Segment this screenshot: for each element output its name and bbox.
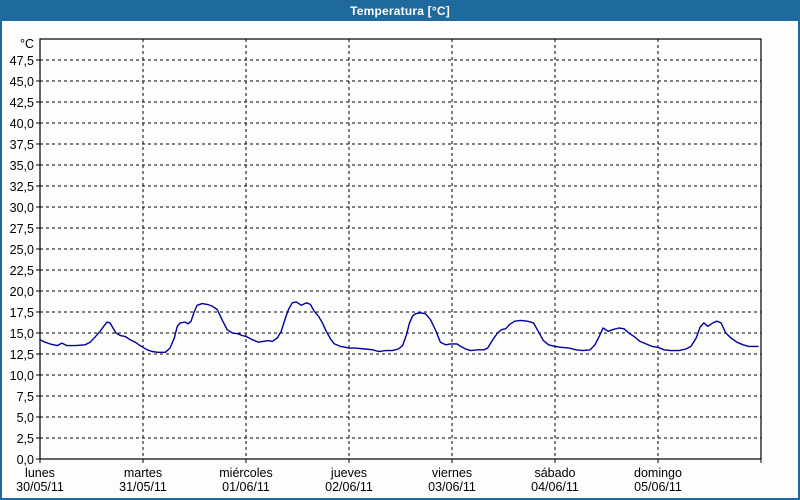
y-tick-label: 40,0 xyxy=(10,117,34,131)
x-date-label: 03/06/11 xyxy=(428,480,476,494)
y-tick-label: 22,5 xyxy=(10,264,34,278)
window-title: Temperatura [°C] xyxy=(350,3,450,18)
y-tick-label: 15,0 xyxy=(10,327,34,341)
y-tick-label: 7,5 xyxy=(17,390,34,404)
y-tick-label: 37,5 xyxy=(10,138,34,152)
y-tick-label: 10,0 xyxy=(10,369,34,383)
y-tick-label: 42,5 xyxy=(10,96,34,110)
x-date-label: 02/06/11 xyxy=(325,480,373,494)
y-tick-label: 32,5 xyxy=(10,180,34,194)
x-date-label: 04/06/11 xyxy=(531,480,579,494)
y-tick-label: 25,0 xyxy=(10,243,34,257)
y-tick-label: 17,5 xyxy=(10,306,34,320)
x-date-label: 05/06/11 xyxy=(634,480,682,494)
x-date-label: 01/06/11 xyxy=(222,480,270,494)
y-tick-label: 35,0 xyxy=(10,159,34,173)
temperature-line xyxy=(39,301,759,353)
y-tick-label: 2,5 xyxy=(17,432,34,446)
y-tick-label: 27,5 xyxy=(10,222,34,236)
y-tick-label: 30,0 xyxy=(10,201,34,215)
x-date-label: 31/05/11 xyxy=(119,480,167,494)
window-border-bottom xyxy=(0,498,800,500)
window-border-left xyxy=(0,21,2,500)
y-tick-label: 20,0 xyxy=(10,285,34,299)
x-day-label: miércoles xyxy=(219,466,273,480)
x-day-label: jueves xyxy=(330,466,367,480)
y-tick-label: 0,0 xyxy=(17,453,34,467)
x-day-label: sábado xyxy=(534,466,575,480)
plot-frame xyxy=(39,38,762,460)
window-titlebar: Temperatura [°C] xyxy=(0,0,800,21)
y-tick-label: 12,5 xyxy=(10,348,34,362)
y-tick-label: 45,0 xyxy=(10,75,34,89)
x-day-label: domingo xyxy=(634,466,682,480)
y-tick-label: 5,0 xyxy=(17,411,34,425)
x-day-label: martes xyxy=(124,466,162,480)
window-border-right xyxy=(798,21,800,500)
y-axis-unit-label: °C xyxy=(20,37,34,51)
x-day-label: lunes xyxy=(25,466,55,480)
x-day-label: viernes xyxy=(432,466,472,480)
y-tick-label: 47,5 xyxy=(10,54,34,68)
x-date-label: 30/05/11 xyxy=(16,480,64,494)
